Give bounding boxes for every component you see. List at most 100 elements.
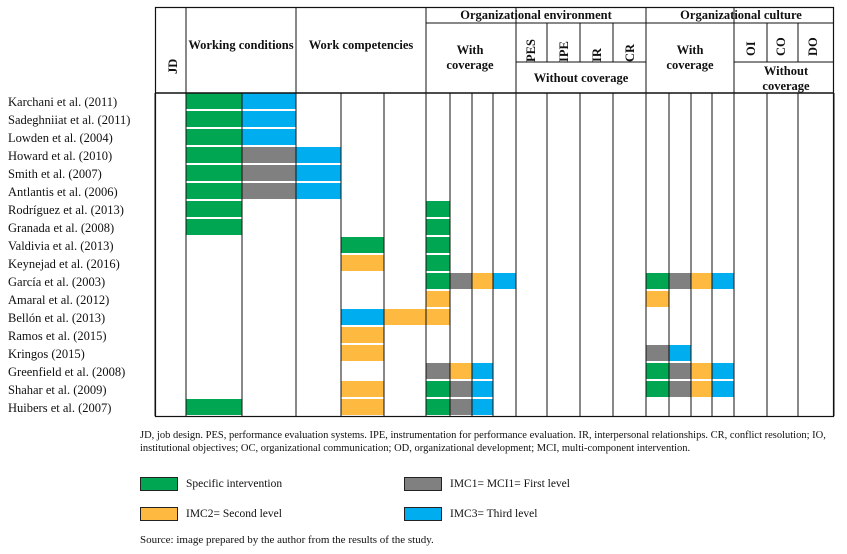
row-label: Amaral et al. (2012): [8, 293, 110, 307]
matrix-cell-first: [426, 363, 450, 379]
matrix-cell-third: [472, 399, 493, 415]
matrix-cell-second: [426, 309, 450, 325]
matrix-cell-specific: [426, 237, 450, 253]
legend-label-specific: Specific intervention: [186, 478, 283, 490]
row-label: García et al. (2003): [8, 275, 106, 289]
matrix-cell-second: [384, 309, 426, 325]
row-label: Granada et al. (2008): [8, 221, 115, 235]
header-oi: OI: [744, 41, 758, 56]
matrix-cell-specific: [186, 183, 242, 199]
legend-swatch-third: [404, 507, 442, 521]
matrix-cell-specific: [186, 147, 242, 163]
matrix-cell-third: [472, 381, 493, 397]
matrix-cell-third: [341, 309, 384, 325]
matrix-cell-third: [242, 111, 296, 127]
matrix-cell-specific: [426, 255, 450, 271]
matrix-cell-specific: [426, 219, 450, 235]
matrix-cell-specific: [646, 363, 669, 379]
row-label: Smith et al. (2007): [8, 167, 102, 181]
matrix-cell-specific: [646, 273, 669, 289]
matrix-cell-specific: [426, 201, 450, 217]
row-label: Keynejad et al. (2016): [8, 257, 120, 271]
matrix-cell-third: [493, 273, 516, 289]
legend-swatch-specific: [140, 477, 178, 491]
matrix-cell-specific: [186, 129, 242, 145]
matrix-cell-second: [341, 327, 384, 343]
row-label: Valdivia et al. (2013): [8, 239, 114, 253]
header-org-environment: Organizational environment: [460, 8, 612, 22]
matrix-cell-third: [242, 93, 296, 109]
matrix-cell-specific: [186, 165, 242, 181]
header-culture-with-coverage: With coverage: [666, 43, 714, 72]
matrix-cell-second: [341, 381, 384, 397]
row-label: Ramos et al. (2015): [8, 329, 107, 343]
matrix-cell-second: [426, 291, 450, 307]
matrix-cell-specific: [186, 201, 242, 217]
matrix-cell-second: [691, 381, 712, 397]
header-pes: PES: [524, 39, 538, 62]
matrix-cell-first: [242, 165, 296, 181]
header-co: CO: [774, 37, 788, 56]
matrix-cell-specific: [341, 237, 384, 253]
abbreviation-note: JD, job design. PES, performance evaluat…: [140, 430, 826, 454]
matrix-cell-third: [296, 147, 341, 163]
matrix-cell-second: [341, 255, 384, 271]
matrix-cell-specific: [186, 219, 242, 235]
matrix-cell-first: [242, 183, 296, 199]
matrix-cell-first: [646, 345, 669, 361]
source-note: Source: image prepared by the author fro…: [140, 534, 434, 546]
row-label: Karchani et al. (2011): [8, 95, 118, 109]
matrix-cell-third: [712, 363, 734, 379]
header-culture-without-coverage: Without coverage: [762, 64, 810, 93]
header-work-competencies: Work competencies: [308, 38, 414, 52]
matrix-cell-first: [669, 363, 691, 379]
row-label: Sadeghniiat et al. (2011): [8, 113, 131, 127]
matrix-cell-specific: [426, 273, 450, 289]
matrix-cell-third: [296, 183, 341, 199]
matrix-cell-specific: [186, 111, 242, 127]
row-label: Lowden et al. (2004): [8, 131, 113, 145]
matrix-cell-second: [450, 363, 472, 379]
header-working-conditions: Working conditions: [188, 38, 294, 52]
matrix-cell-first: [669, 273, 691, 289]
matrix-cell-second: [691, 363, 712, 379]
legend-label-first: IMC1= MCI1= First level: [450, 478, 570, 490]
header-ir: IR: [590, 48, 604, 62]
header-ipe: IPE: [557, 41, 571, 62]
matrix-cell-third: [712, 273, 734, 289]
matrix-cell-second: [472, 273, 493, 289]
matrix-cell-first: [450, 399, 472, 415]
row-label: Rodríguez et al. (2013): [8, 203, 124, 217]
matrix-cell-first: [669, 381, 691, 397]
header-env-with-coverage: With coverage: [446, 43, 494, 72]
row-label: Huibers et al. (2007): [8, 401, 112, 415]
row-label: Howard et al. (2010): [8, 149, 113, 163]
row-label: Bellón et al. (2013): [8, 311, 106, 325]
matrix-cell-first: [450, 381, 472, 397]
row-label: Antlantis et al. (2006): [8, 185, 118, 199]
matrix-cell-second: [341, 399, 384, 415]
header-do: DO: [806, 37, 820, 56]
matrix-cell-specific: [426, 381, 450, 397]
legend-swatch-second: [140, 507, 178, 521]
matrix-cell-third: [712, 381, 734, 397]
matrix-cell-specific: [186, 399, 242, 415]
row-label: Shahar et al. (2009): [8, 383, 107, 397]
matrix-cell-third: [242, 129, 296, 145]
legend-label-third: IMC3= Third level: [450, 508, 538, 520]
matrix-cell-specific: [426, 399, 450, 415]
matrix-cell-first: [242, 147, 296, 163]
matrix-cell-second: [646, 291, 669, 307]
legend-label-second: IMC2= Second level: [186, 508, 282, 520]
row-label: Kringos (2015): [8, 347, 85, 361]
header-env-without-coverage: Without coverage: [533, 71, 629, 85]
matrix-cell-second: [341, 345, 384, 361]
legend-swatch-first: [404, 477, 442, 491]
header-cr: CR: [623, 43, 637, 62]
matrix-cell-specific: [186, 93, 242, 109]
header-jd: JD: [166, 58, 180, 74]
matrix-grid: [154, 6, 835, 418]
matrix-cell-third: [472, 363, 493, 379]
row-label: Greenfield et al. (2008): [8, 365, 126, 379]
